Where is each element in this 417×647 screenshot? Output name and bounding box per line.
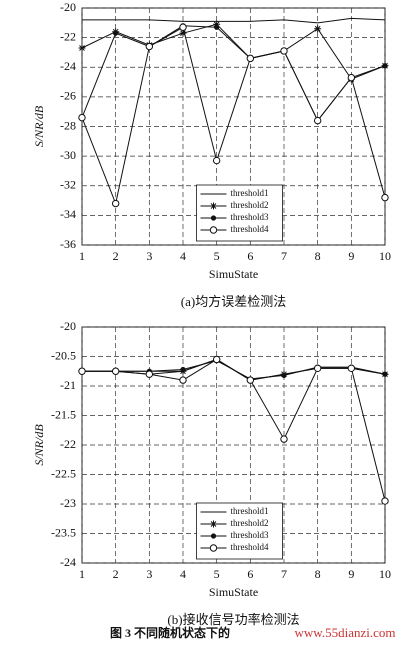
marker-circle: [313, 116, 322, 125]
y-tick-label: -23: [60, 496, 76, 510]
y-tick-label: -20: [60, 319, 76, 333]
marker-circle: [209, 226, 218, 234]
x-tick-label: 2: [113, 567, 119, 581]
marker-circle: [313, 364, 322, 372]
y-tick-label: -20.5: [51, 348, 76, 362]
marker-circle: [179, 23, 187, 31]
x-tick-label: 5: [214, 567, 220, 581]
marker-star: [213, 20, 221, 28]
x-tick-label: 8: [315, 567, 321, 581]
x-tick-label: 3: [146, 249, 152, 263]
x-axis-label: SimuState: [209, 585, 258, 599]
marker-circle: [381, 193, 389, 202]
marker-star: [210, 520, 217, 528]
x-axis-label: SimuState: [209, 267, 258, 281]
x-tick-label: 6: [247, 249, 253, 263]
marker-circle: [179, 376, 187, 384]
figure-caption: 图 3 不同随机状态下的: [110, 625, 230, 640]
marker-circle: [78, 367, 86, 375]
marker-circle: [347, 364, 356, 372]
watermark: www.55dianzi.com: [295, 625, 396, 640]
y-tick-label: -24: [60, 555, 76, 569]
legend: threshold1 threshold2 threshold3 threshold4: [196, 184, 283, 242]
series-line: [82, 17, 386, 24]
y-tick-label: -20: [60, 0, 76, 14]
x-tick-label: 1: [79, 249, 85, 263]
marker-circle: [111, 367, 120, 375]
legend-label: threshold2: [231, 200, 269, 210]
marker-dot: [210, 215, 217, 221]
x-tick-label: 5: [214, 249, 220, 263]
x-tick-label: 4: [180, 567, 186, 581]
series-line: [81, 26, 386, 206]
y-tick-label: -22.5: [51, 466, 76, 480]
marker-circle: [212, 355, 221, 364]
legend-label: threshold3: [231, 530, 269, 540]
marker-circle: [145, 370, 154, 378]
x-tick-label: 7: [281, 249, 287, 263]
legend-label: threshold1: [231, 188, 269, 198]
marker-dot: [210, 533, 217, 539]
marker-circle: [212, 156, 221, 165]
y-tick-label: -21: [60, 378, 76, 392]
marker-circle: [246, 376, 255, 384]
legend-label: threshold4: [231, 542, 269, 552]
x-tick-label: 3: [146, 567, 152, 581]
legend-label: threshold2: [231, 518, 269, 528]
y-tick-label: -30: [60, 148, 76, 162]
marker-star: [314, 25, 322, 33]
y-tick-label: -26: [60, 89, 76, 103]
y-axis-label: S/NR/dB: [32, 105, 46, 147]
marker-star: [78, 44, 86, 52]
x-tick-label: 1: [79, 567, 85, 581]
marker-dot: [382, 371, 388, 377]
chart-caption: (a)均方误差检测法: [181, 294, 286, 309]
marker-dot: [113, 30, 119, 36]
marker-dot: [382, 63, 388, 69]
marker-circle: [381, 497, 389, 505]
marker-circle: [209, 544, 218, 552]
legend-label: threshold3: [231, 212, 269, 222]
marker-circle: [280, 47, 288, 55]
legend-label: threshold1: [231, 506, 269, 516]
marker-dot: [214, 24, 220, 30]
x-tick-label: 10: [379, 567, 391, 581]
y-tick-label: -22: [60, 437, 76, 451]
y-tick-label: -24: [60, 59, 76, 73]
series-line: [82, 358, 386, 502]
y-tick-label: -21.5: [51, 407, 76, 421]
marker-star: [179, 29, 187, 37]
marker-circle: [111, 199, 120, 208]
y-tick-label: -28: [60, 118, 76, 132]
x-tick-label: 2: [113, 249, 119, 263]
marker-circle: [347, 73, 356, 82]
marker-circle: [246, 54, 255, 63]
x-tick-label: 7: [281, 567, 287, 581]
x-tick-label: 9: [348, 249, 354, 263]
y-tick-label: -36: [60, 237, 76, 251]
x-tick-label: 10: [379, 249, 391, 263]
marker-dot: [180, 366, 186, 373]
y-tick-label: -22: [60, 29, 76, 43]
x-tick-label: 6: [247, 567, 253, 581]
legend: threshold1 threshold2 threshold3 threshold4: [196, 502, 283, 560]
y-tick-label: -23.5: [51, 525, 76, 539]
marker-star: [210, 202, 217, 210]
series-line: [81, 23, 386, 80]
series-line: [81, 25, 386, 122]
marker-dot: [281, 372, 287, 378]
chart-caption: (b)接收信号功率检测法: [167, 612, 299, 627]
y-axis-label: S/NR/dB: [32, 424, 46, 466]
y-tick-label: -34: [60, 207, 76, 221]
x-tick-label: 4: [180, 249, 186, 263]
x-tick-label: 8: [315, 249, 321, 263]
marker-circle: [78, 113, 86, 122]
marker-circle: [280, 435, 288, 443]
marker-circle: [145, 42, 154, 51]
x-tick-label: 9: [348, 567, 354, 581]
y-tick-label: -32: [60, 178, 76, 192]
legend-label: threshold4: [231, 224, 269, 234]
